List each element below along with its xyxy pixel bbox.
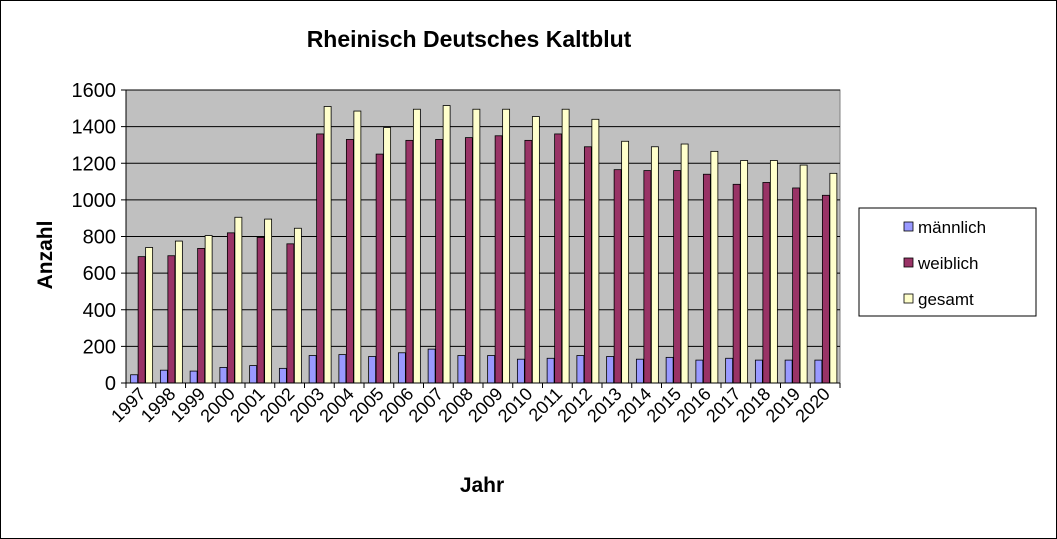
bar-gesamt-2012: [591, 118, 600, 384]
bar-weiblich-2015: [673, 170, 682, 384]
y-tick-label: 600: [83, 263, 116, 285]
bar-weiblich-2003: [316, 133, 325, 384]
bar-männlich-2014: [635, 358, 644, 384]
bar-männlich-1997: [130, 374, 139, 384]
bars: [130, 105, 838, 384]
bar-männlich-1999: [189, 370, 198, 384]
legend-label: weiblich: [917, 254, 978, 273]
bar-weiblich-2019: [792, 187, 801, 384]
legend-swatch-männlich: [903, 221, 914, 232]
bar-gesamt-2020: [829, 172, 838, 384]
bar-weiblich-2011: [554, 133, 563, 384]
bar-gesamt-2011: [561, 108, 570, 384]
bar-weiblich-1999: [197, 248, 206, 384]
legend-label: gesamt: [918, 290, 974, 309]
x-tick-label: 2020: [791, 384, 833, 426]
bar-weiblich-2017: [732, 183, 741, 384]
bar-weiblich-2009: [494, 135, 503, 384]
legend-label: männlich: [918, 218, 986, 237]
bar-männlich-2002: [278, 367, 287, 384]
chart-title: Rheinisch Deutsches Kaltblut: [307, 26, 632, 52]
bar-männlich-2020: [814, 359, 823, 384]
bar-weiblich-1998: [167, 255, 176, 384]
legend-swatch-weiblich: [903, 257, 914, 268]
x-axis-title: Jahr: [460, 474, 504, 497]
bar-gesamt-2001: [264, 218, 273, 384]
y-tick-label: 1200: [72, 153, 117, 175]
bar-gesamt-2015: [680, 143, 689, 384]
bar-männlich-2006: [397, 352, 406, 384]
bar-gesamt-2008: [472, 108, 481, 384]
legend-box: [858, 207, 1037, 317]
bar-männlich-2018: [754, 359, 763, 384]
bar-gesamt-2004: [353, 110, 362, 384]
bar-weiblich-2018: [762, 182, 771, 384]
bar-gesamt-2002: [293, 227, 302, 384]
bar-weiblich-2007: [435, 139, 444, 384]
bar-weiblich-2001: [256, 237, 265, 384]
y-tick-labels: 0 200 400 600 800 1000 1200 1400 1600: [72, 80, 117, 395]
bar-männlich-2003: [308, 355, 317, 384]
bar-männlich-1998: [159, 369, 168, 384]
bar-gesamt-2018: [769, 160, 778, 384]
bar-männlich-2004: [338, 354, 347, 384]
bar-männlich-2005: [368, 356, 377, 384]
bar-gesamt-2017: [740, 160, 749, 384]
bar-weiblich-2000: [226, 232, 235, 384]
bar-gesamt-2003: [323, 106, 332, 384]
bar-gesamt-2007: [442, 105, 451, 384]
bar-gesamt-2010: [531, 116, 540, 384]
bar-gesamt-1997: [145, 247, 154, 384]
y-tick-label: 400: [83, 300, 116, 322]
bar-männlich-2017: [725, 357, 734, 384]
bar-weiblich-2002: [286, 243, 295, 384]
bar-weiblich-1997: [137, 256, 146, 384]
y-axis-title: Anzahl: [34, 221, 57, 290]
bar-gesamt-2009: [502, 108, 511, 384]
bar-männlich-2001: [249, 365, 258, 384]
bar-gesamt-2000: [234, 216, 243, 384]
bar-gesamt-2005: [383, 127, 392, 384]
bar-männlich-2008: [457, 355, 466, 384]
bar-männlich-2009: [487, 355, 496, 384]
bar-gesamt-2019: [799, 164, 808, 384]
bar-gesamt-1999: [204, 235, 213, 384]
legend-swatch-gesamt: [903, 293, 914, 304]
y-tick-label: 0: [105, 373, 116, 395]
y-tick-label: 1400: [72, 117, 117, 139]
bar-weiblich-2010: [524, 139, 533, 384]
bar-weiblich-2004: [345, 139, 354, 384]
bar-weiblich-2005: [375, 153, 384, 384]
bar-männlich-2016: [695, 359, 704, 384]
bar-gesamt-1998: [174, 240, 183, 384]
bar-männlich-2012: [576, 355, 585, 384]
bar-männlich-2007: [427, 348, 436, 384]
x-tick-labels: 1997199819992000200120022003200420052006…: [107, 384, 834, 426]
y-tick-label: 1000: [72, 190, 117, 212]
gridlines: [126, 89, 840, 347]
bar-männlich-2013: [606, 356, 615, 384]
y-tick-label: 800: [83, 227, 116, 249]
bar-gesamt-2016: [710, 150, 719, 384]
bar-weiblich-2016: [702, 173, 711, 384]
bar-gesamt-2014: [650, 146, 659, 384]
bar-männlich-2019: [784, 359, 793, 384]
y-tick-label: 200: [83, 336, 116, 358]
bar-weiblich-2013: [613, 169, 622, 384]
legend: männlich weiblich gesamt: [858, 207, 1037, 317]
axes: [121, 89, 841, 388]
bar-gesamt-2013: [621, 140, 630, 384]
bar-weiblich-2008: [464, 137, 473, 384]
bar-männlich-2011: [546, 357, 555, 384]
bar-männlich-2015: [665, 356, 674, 384]
bar-männlich-2010: [516, 358, 525, 384]
bar-männlich-2000: [219, 367, 228, 384]
bar-weiblich-2006: [405, 139, 414, 384]
y-tick-label: 1600: [72, 80, 117, 102]
bar-weiblich-2020: [821, 194, 830, 384]
bar-weiblich-2012: [583, 146, 592, 384]
bar-gesamt-2006: [412, 108, 421, 384]
bar-weiblich-2014: [643, 170, 652, 384]
